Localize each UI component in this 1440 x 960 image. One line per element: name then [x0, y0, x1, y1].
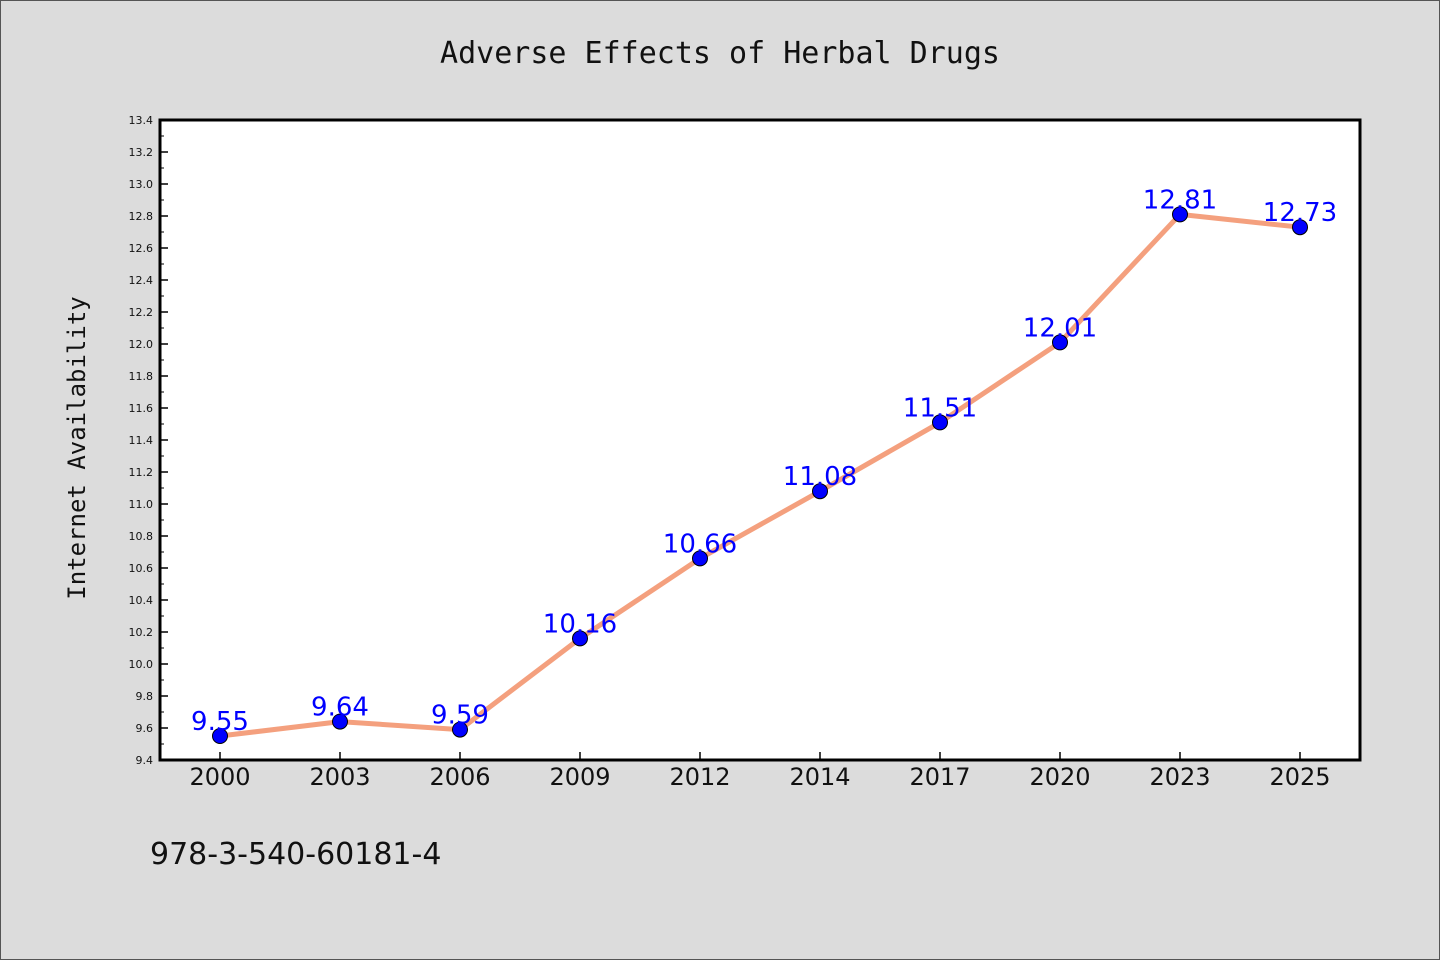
series-line	[217, 211, 1303, 739]
data-label: 11.08	[783, 462, 857, 492]
y-tick-label: 9.4	[136, 754, 154, 767]
y-tick-label: 11.0	[129, 498, 154, 511]
x-tick-label: 2000	[189, 763, 250, 791]
y-tick-label: 13.0	[129, 178, 154, 191]
y-tick-label: 11.8	[129, 370, 154, 383]
x-tick-label: 2014	[789, 763, 850, 791]
x-tick-label: 2012	[669, 763, 730, 791]
data-point	[572, 630, 588, 647]
data-point	[692, 550, 708, 567]
y-tick-label: 10.6	[129, 562, 154, 575]
data-point	[812, 483, 828, 500]
data-label: 10.16	[543, 609, 617, 639]
y-axis-label: Internet Availability	[63, 296, 91, 599]
y-tick-label: 10.8	[129, 530, 154, 543]
data-point	[932, 414, 948, 431]
data-label: 9.64	[311, 693, 369, 723]
y-tick-label: 12.8	[129, 210, 154, 223]
y-tick-label: 12.6	[129, 242, 154, 255]
x-axis: 2000 2003 2006 2009 2012 2014 2017 2020 2023 2025	[189, 752, 1331, 791]
data-label: 12.01	[1023, 313, 1097, 343]
x-tick-label: 2006	[429, 763, 490, 791]
data-label: 12.73	[1263, 198, 1337, 228]
data-point	[212, 728, 228, 744]
data-labels: 9.55 9.64 9.59 10.16 10.66 11.08 11.51 12.01 12.…	[191, 185, 1337, 737]
data-label: 9.59	[431, 701, 489, 731]
x-tick-label: 2025	[1269, 763, 1330, 791]
y-tick-label: 11.6	[129, 402, 154, 415]
data-label: 10.66	[663, 529, 737, 559]
y-tick-label: 12.4	[129, 274, 154, 287]
data-label: 11.51	[903, 393, 977, 423]
x-tick-label: 2023	[1149, 763, 1210, 791]
y-tick-label: 10.0	[129, 658, 154, 671]
data-label: 9.55	[191, 707, 249, 737]
y-tick-label: 13.4	[129, 114, 154, 127]
x-tick-label: 2003	[309, 763, 370, 791]
y-tick-label: 12.0	[129, 338, 154, 351]
y-tick-label: 9.8	[136, 690, 154, 703]
y-axis: 9.4 9.6 9.8 10.0 10.2 10.4 10.6 10.8 11.0 11.2 11.…	[129, 114, 168, 767]
y-tick-label: 13.2	[129, 146, 154, 159]
x-tick-label: 2017	[909, 763, 970, 791]
plot-area	[158, 118, 1362, 762]
y-tick-label: 12.2	[129, 306, 154, 319]
data-point	[452, 721, 468, 738]
y-tick-label: 9.6	[136, 722, 154, 735]
chart-title: Adverse Effects of Herbal Drugs	[440, 36, 1000, 71]
data-point	[332, 713, 348, 730]
x-tick-label: 2020	[1029, 763, 1090, 791]
data-markers	[212, 206, 1308, 744]
y-tick-label: 10.2	[129, 626, 154, 639]
data-label: 12.81	[1143, 185, 1217, 215]
y-tick-label: 11.4	[129, 434, 154, 447]
y-tick-label: 10.4	[129, 594, 154, 607]
y-tick-label: 11.2	[129, 466, 154, 479]
footnote: 978-3-540-60181-4	[150, 837, 441, 872]
data-point	[1052, 334, 1068, 351]
data-point	[1172, 206, 1188, 223]
x-tick-label: 2009	[549, 763, 610, 791]
data-point	[1292, 219, 1308, 236]
